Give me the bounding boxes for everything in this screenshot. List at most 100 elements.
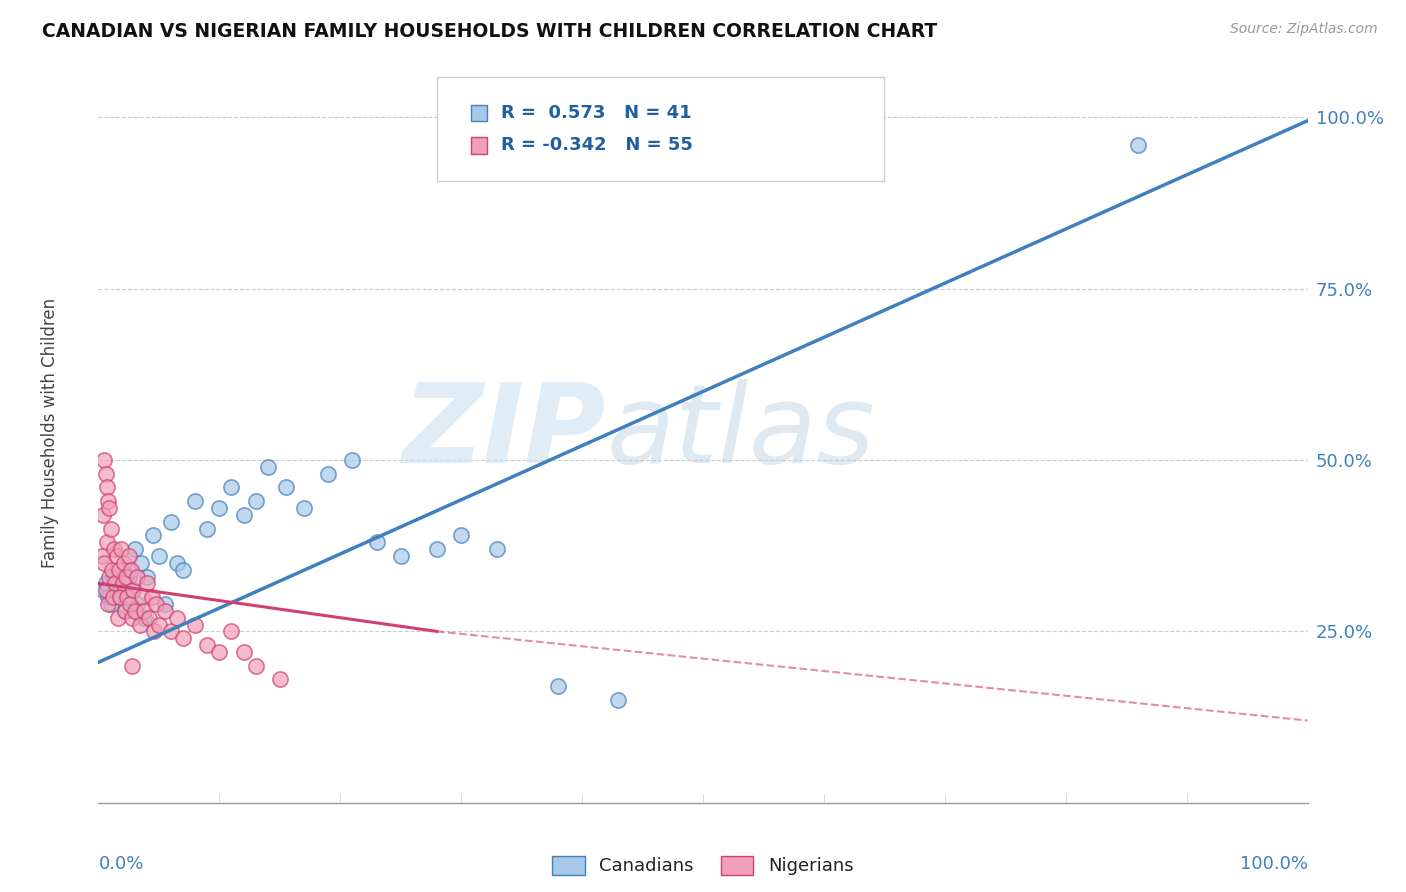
Point [105, 583, 128, 598]
Point [269, 673, 291, 687]
Point [160, 515, 183, 529]
Point [104, 576, 127, 591]
Point [101, 590, 124, 604]
Point [96, 480, 118, 494]
Point [128, 617, 150, 632]
Point [112, 556, 135, 570]
Point [208, 645, 231, 659]
Point [118, 597, 141, 611]
Point [1128, 137, 1150, 152]
Point [148, 617, 170, 632]
Point [145, 597, 167, 611]
Point [111, 563, 134, 577]
Point [160, 624, 183, 639]
Point [110, 542, 132, 557]
Point [232, 645, 254, 659]
Point [135, 576, 157, 591]
Point [121, 658, 143, 673]
Point [131, 590, 153, 604]
Point [118, 549, 141, 563]
Point [316, 467, 339, 481]
Text: R =  0.573   N = 41: R = 0.573 N = 41 [502, 103, 692, 122]
Point [486, 542, 509, 557]
FancyBboxPatch shape [437, 78, 884, 181]
Point [184, 494, 207, 508]
Point [245, 658, 267, 673]
Point [166, 556, 188, 570]
Legend: Canadians, Nigerians: Canadians, Nigerians [546, 848, 860, 882]
Point [208, 501, 231, 516]
Point [122, 583, 145, 598]
Point [124, 542, 146, 557]
Point [120, 563, 142, 577]
Point [256, 459, 278, 474]
Point [100, 522, 122, 536]
Point [138, 610, 160, 624]
Point [547, 679, 569, 693]
Point [143, 624, 166, 639]
Point [108, 590, 131, 604]
Text: atlas: atlas [606, 379, 875, 486]
Point [389, 549, 412, 563]
Point [142, 528, 165, 542]
Text: 100.0%: 100.0% [1240, 855, 1308, 872]
Point [221, 624, 243, 639]
Point [91, 508, 114, 522]
Point [121, 583, 143, 598]
Point [124, 604, 146, 618]
Point [107, 610, 129, 624]
Point [426, 542, 449, 557]
Point [184, 617, 207, 632]
Point [135, 569, 157, 583]
Point [148, 549, 170, 563]
Point [91, 583, 114, 598]
Point [127, 569, 149, 583]
Point [195, 522, 218, 536]
Point [245, 494, 267, 508]
Text: 0.0%: 0.0% [98, 855, 143, 872]
Point [93, 556, 115, 570]
Point [97, 590, 120, 604]
Point [118, 569, 141, 583]
Point [129, 556, 152, 570]
Point [115, 569, 138, 583]
Point [117, 590, 139, 604]
Point [108, 590, 131, 604]
Point [100, 597, 122, 611]
Point [98, 569, 121, 583]
Point [141, 590, 163, 604]
Point [232, 508, 254, 522]
Point [134, 604, 156, 618]
Text: Family Households with Children: Family Households with Children [41, 298, 59, 567]
Point [274, 480, 297, 494]
Point [108, 563, 131, 577]
Text: CANADIAN VS NIGERIAN FAMILY HOUSEHOLDS WITH CHILDREN CORRELATION CHART: CANADIAN VS NIGERIAN FAMILY HOUSEHOLDS W… [42, 22, 938, 41]
Point [153, 604, 176, 618]
Point [97, 494, 120, 508]
Point [342, 453, 364, 467]
Point [114, 604, 136, 618]
Point [134, 610, 156, 624]
Point [103, 542, 125, 557]
Point [221, 480, 243, 494]
Point [450, 528, 472, 542]
Point [91, 549, 114, 563]
Point [98, 501, 121, 516]
Point [111, 576, 134, 591]
Point [94, 576, 117, 591]
Point [292, 501, 315, 516]
Point [105, 549, 128, 563]
Point [172, 632, 194, 646]
Point [153, 597, 176, 611]
Point [93, 453, 115, 467]
Point [195, 638, 218, 652]
Point [94, 467, 117, 481]
Text: Source: ZipAtlas.com: Source: ZipAtlas.com [1230, 22, 1378, 37]
Point [101, 569, 124, 583]
Point [166, 610, 188, 624]
FancyBboxPatch shape [471, 104, 486, 121]
Point [607, 693, 630, 707]
Point [96, 535, 118, 549]
Point [127, 597, 149, 611]
Text: ZIP: ZIP [402, 379, 606, 486]
